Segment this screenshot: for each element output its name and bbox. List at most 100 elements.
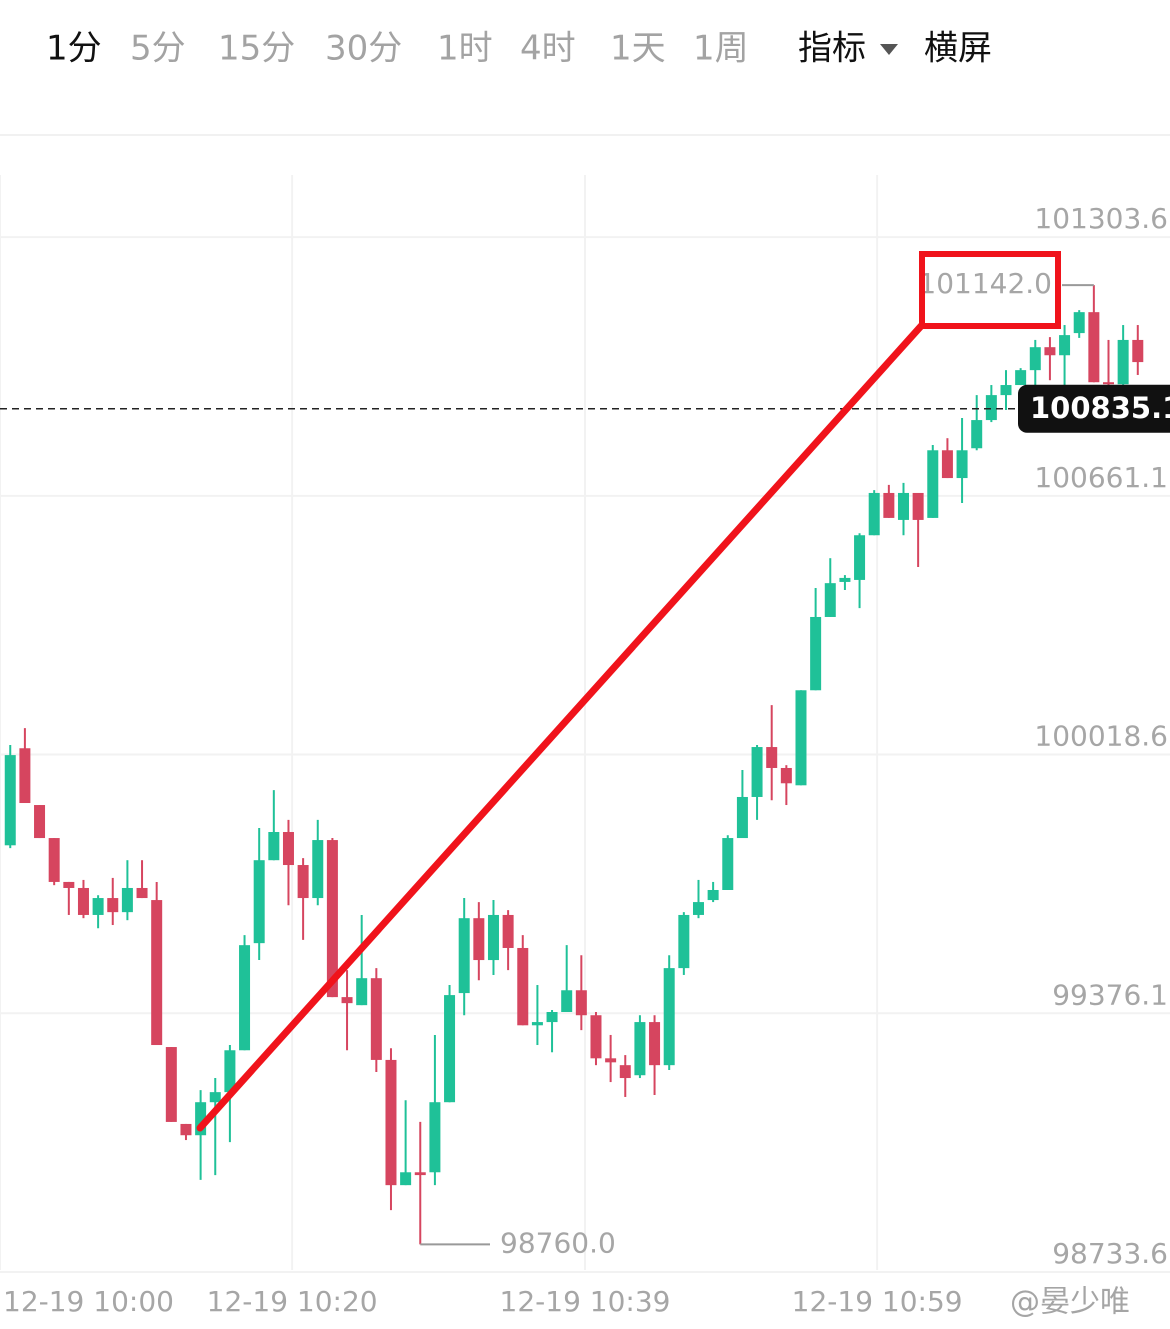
indicator-button[interactable]: 指标 [798, 29, 866, 69]
x-tick-label: 12-19 10:20 [207, 1285, 378, 1318]
candle-body [34, 805, 46, 839]
candle-body [663, 968, 675, 1066]
candle-body [854, 535, 866, 580]
candle-body [649, 1022, 661, 1066]
candle-body [692, 902, 704, 915]
candle-body [282, 832, 294, 866]
candle-body [48, 838, 60, 882]
candle-body [209, 1092, 221, 1103]
candle-body [1059, 335, 1071, 356]
candle-body [1102, 382, 1114, 385]
candle-body [1015, 370, 1027, 386]
candle-body [92, 898, 104, 915]
dropdown-icon [880, 44, 898, 55]
candle-body [941, 450, 953, 479]
candle-body [444, 995, 456, 1103]
y-tick-label: 99376.1 [1052, 978, 1168, 1011]
candle-body [971, 420, 983, 449]
candle-body [546, 1012, 558, 1023]
candle-body [487, 914, 499, 961]
candle-body [575, 990, 587, 1016]
y-tick-label: 100661.1 [1034, 461, 1168, 494]
candle-body [517, 947, 529, 1026]
candle-body [912, 492, 924, 520]
candle-body [165, 1047, 177, 1122]
candle-body [678, 914, 690, 969]
candle-body [736, 796, 748, 839]
candle-body [253, 860, 265, 944]
candle-body [151, 900, 163, 1046]
candle-body [473, 918, 485, 961]
candle-body [956, 450, 968, 479]
candle-body [707, 889, 719, 901]
x-tick-label: 12-19 10:00 [3, 1285, 174, 1318]
candle-body [502, 914, 514, 948]
interval-tab[interactable]: 1周 [693, 29, 749, 69]
candle-body [897, 492, 909, 520]
interval-tab[interactable]: 1分 [46, 29, 102, 69]
candle-body [1132, 339, 1144, 363]
overlay: 101142.0 98760.0 100835.1 [0, 267, 1170, 1259]
candle-body [180, 1123, 192, 1136]
candle-body [722, 838, 734, 890]
candle-body [400, 1172, 412, 1186]
candle-body [312, 840, 324, 899]
candle-body [1117, 339, 1129, 385]
candle-body [531, 1022, 543, 1026]
toolbar: 1分 5分 15分 30分 1时 4时 1天 1周 指标 横屏 [46, 29, 992, 69]
candle-body [429, 1102, 441, 1173]
candle-body [136, 887, 148, 899]
candle-body [883, 492, 895, 518]
candle-body [985, 395, 997, 421]
candle-body [19, 748, 31, 804]
candle-body [795, 690, 807, 786]
interval-tab[interactable]: 30分 [325, 29, 402, 69]
candle-body [414, 1172, 426, 1176]
candle-body [63, 881, 75, 888]
candle-body [239, 945, 251, 1051]
max-label: 101142.0 [918, 267, 1052, 300]
grid: 98733.6 99376.1 100018.6 100661.1 101303.6 12… [0, 175, 1170, 1318]
candle-body [107, 898, 119, 913]
candle-body [195, 1102, 207, 1136]
candle-body [634, 1022, 646, 1076]
annotation-box [919, 251, 1061, 329]
candle-body [868, 492, 880, 536]
candle-body [326, 840, 338, 998]
y-tick-label: 98733.6 [1052, 1237, 1168, 1270]
candle-body [4, 755, 16, 846]
interval-tab[interactable]: 1天 [610, 29, 666, 69]
x-tick-label: 12-19 10:39 [500, 1285, 671, 1318]
candle-body [268, 832, 280, 861]
candle-body [1088, 312, 1100, 383]
interval-tab[interactable]: 5分 [130, 29, 186, 69]
candle-body [1000, 385, 1012, 396]
candle-body [619, 1065, 631, 1079]
x-tick-label: 12-19 10:59 [792, 1285, 963, 1318]
candle-body [810, 616, 822, 691]
candle-body [356, 978, 368, 1006]
landscape-button[interactable]: 横屏 [924, 29, 992, 69]
candle-body [458, 918, 470, 994]
y-tick-label: 101303.6 [1034, 202, 1168, 235]
candle-body [1073, 312, 1085, 334]
candles [4, 285, 1144, 1245]
candle-body [824, 583, 836, 617]
interval-tab[interactable]: 4时 [520, 29, 576, 69]
candle-body [780, 767, 792, 784]
y-tick-label: 100018.6 [1034, 720, 1168, 753]
candle-body [121, 887, 133, 913]
watermark: @晏少唯 [1010, 1285, 1130, 1320]
candle-body [605, 1058, 617, 1063]
candle-body [77, 887, 89, 915]
candle-body [839, 577, 851, 582]
candle-body [927, 450, 939, 518]
candle-body [297, 865, 309, 899]
last-price-badge [1018, 384, 1170, 433]
interval-tab[interactable]: 15分 [218, 29, 295, 69]
candle-body [370, 978, 382, 1060]
last-price-label: 100835.1 [1030, 391, 1170, 425]
interval-tab[interactable]: 1时 [437, 29, 493, 69]
